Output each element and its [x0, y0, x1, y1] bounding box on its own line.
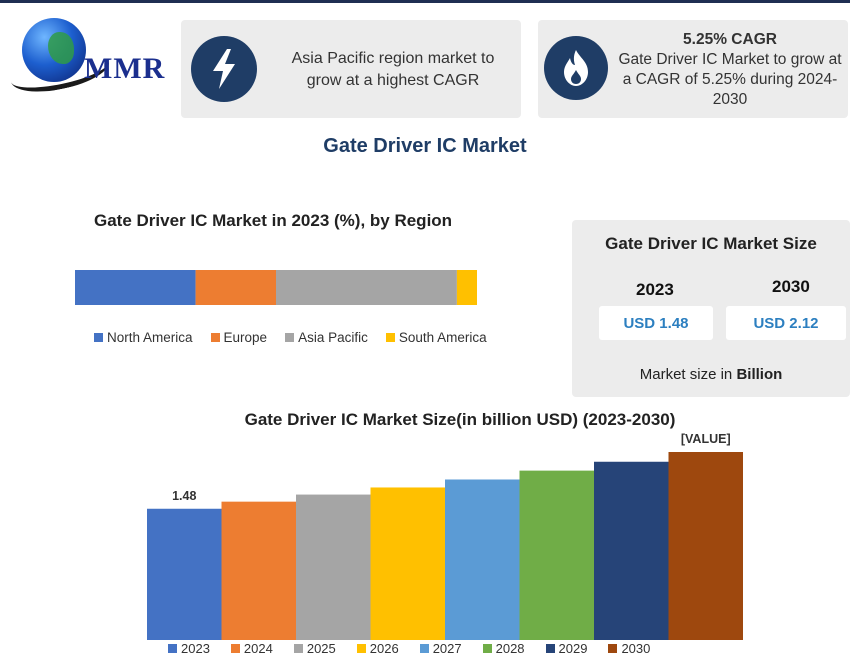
- bar-legend-item: 2027: [419, 641, 462, 656]
- bar-data-label: [VALUE]: [681, 432, 731, 446]
- logo-text: MMR: [84, 52, 166, 85]
- region-legend-item: Europe: [210, 330, 268, 345]
- lightning-bolt-icon: [191, 36, 257, 102]
- highlight-card-region: Asia Pacific region market to grow at a …: [181, 20, 521, 118]
- year-2023-label: 2023: [636, 280, 674, 299]
- bar-2028: [519, 470, 594, 640]
- legend-swatch: [293, 644, 303, 653]
- legend-label: 2030: [621, 641, 651, 656]
- market-size-panel: Gate Driver IC Market Size 2023 2030 USD…: [572, 220, 850, 397]
- region-legend-item: Asia Pacific: [285, 330, 368, 345]
- bar-data-label: 1.48: [172, 489, 196, 503]
- legend-label: Asia Pacific: [298, 330, 368, 345]
- legend-label: 2026: [369, 641, 399, 656]
- note-unit: Billion: [736, 366, 783, 383]
- bar-legend-item: 2029: [545, 641, 588, 656]
- globe-icon: [22, 18, 86, 82]
- value-2030-box: USD 2.12: [726, 306, 846, 340]
- legend-swatch: [94, 333, 103, 342]
- mmr-logo: MMR: [7, 14, 173, 100]
- region-segment-europe: [195, 270, 276, 305]
- bar-legend-item: 2024: [230, 641, 273, 656]
- legend-label: 2023: [181, 641, 210, 656]
- legend-swatch: [168, 644, 177, 653]
- bar-legend-item: 2030: [608, 641, 650, 656]
- top-border: [0, 0, 850, 3]
- bar-2025: [296, 494, 371, 640]
- region-chart-title: Gate Driver IC Market in 2023 (%), by Re…: [94, 211, 453, 230]
- bar-legend-item: 2023: [168, 641, 210, 656]
- legend-swatch: [210, 333, 220, 342]
- bar-2029: [594, 461, 669, 640]
- bar-legend-item: 2026: [356, 641, 399, 656]
- region-stacked-bar: [75, 270, 477, 305]
- legend-swatch: [385, 333, 395, 342]
- bar-2023: [147, 508, 222, 640]
- bar-legend-item: 2028: [482, 641, 525, 656]
- legend-swatch: [482, 644, 492, 653]
- bar-2026: [370, 487, 445, 640]
- market-size-note: Market size in Billion: [572, 366, 850, 383]
- page-title: Gate Driver IC Market: [323, 135, 527, 157]
- legend-label: 2024: [243, 641, 273, 656]
- value-2023-box: USD 1.48: [599, 306, 713, 340]
- card2-text: Gate Driver IC Market to grow at a CAGR …: [618, 51, 842, 108]
- legend-label: Europe: [223, 330, 268, 345]
- legend-swatch: [608, 644, 618, 653]
- legend-label: 2025: [306, 641, 336, 656]
- region-legend-item: South America: [385, 330, 487, 345]
- legend-swatch: [230, 644, 240, 653]
- legend-swatch: [419, 644, 429, 653]
- region-segment-asia-pacific: [276, 270, 457, 305]
- flame-icon: [544, 36, 608, 100]
- legend-label: South America: [398, 330, 487, 345]
- note-prefix: Market size in: [639, 366, 737, 383]
- bar-legend-item: 2025: [293, 641, 336, 656]
- legend-swatch: [285, 333, 295, 342]
- market-size-title: Gate Driver IC Market Size: [605, 234, 817, 253]
- bar-chart-title: Gate Driver IC Market Size(in billion US…: [244, 410, 676, 429]
- card2-title: 5.25% CAGR: [683, 31, 777, 48]
- bar-2027: [445, 479, 520, 640]
- legend-label: 2029: [558, 641, 588, 656]
- card1-text: Asia Pacific region market to grow at a …: [291, 50, 495, 89]
- bar-2030: [668, 452, 743, 640]
- highlight-card-cagr: 5.25% CAGR Gate Driver IC Market to grow…: [538, 20, 848, 118]
- legend-label: 2028: [495, 641, 525, 656]
- bar-2024: [221, 501, 296, 640]
- legend-label: 2027: [432, 641, 462, 656]
- region-segment-north-america: [75, 270, 196, 305]
- region-segment-south-america: [456, 270, 477, 305]
- region-legend: North America Europe Asia Pacific South Ame…: [94, 330, 487, 345]
- legend-label: North America: [107, 330, 193, 345]
- bar-chart-legend: 2023 2024 2025 2026 2027 2028 2029 2030: [168, 641, 650, 656]
- card2-text-block: 5.25% CAGR Gate Driver IC Market to grow…: [616, 30, 844, 110]
- year-2030-label: 2030: [772, 277, 810, 296]
- region-legend-item: North America: [94, 330, 193, 345]
- legend-swatch: [545, 644, 555, 653]
- legend-swatch: [356, 644, 366, 653]
